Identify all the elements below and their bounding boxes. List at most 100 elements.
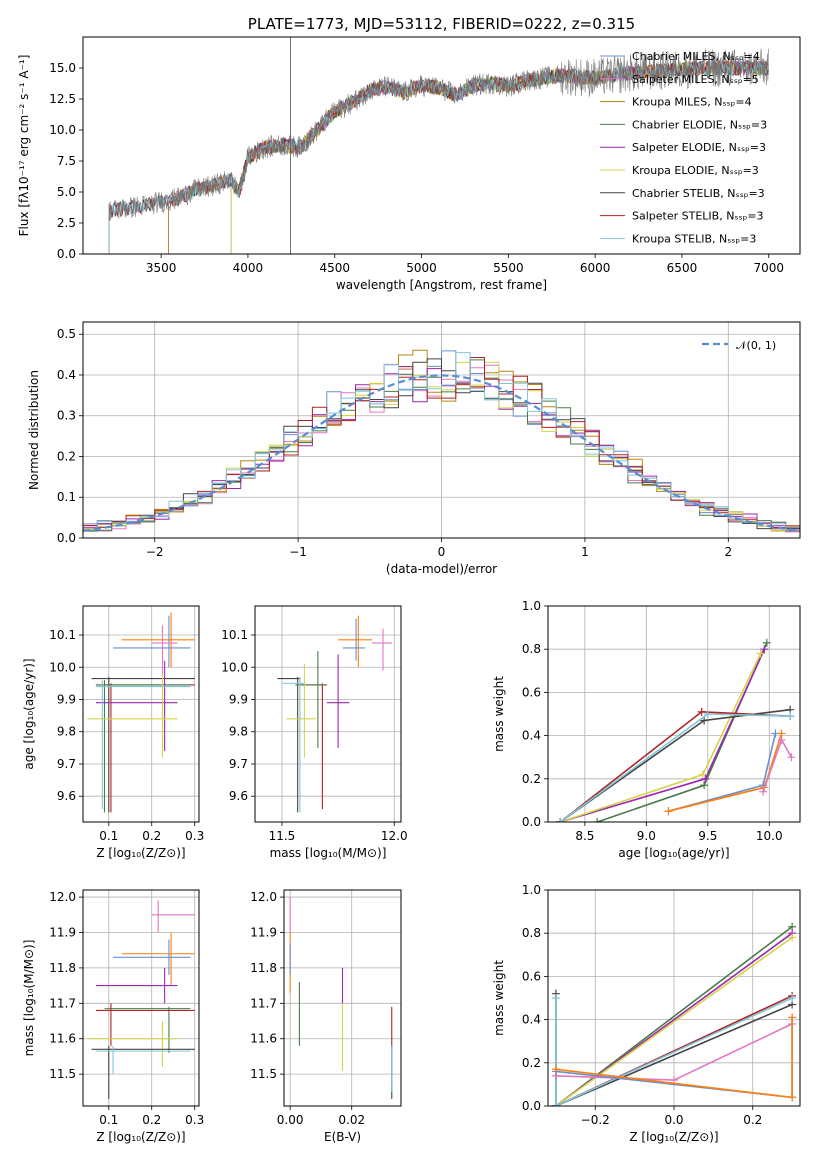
plot-area: [551, 922, 797, 1106]
panel-8: −0.2 0.0 0.2 0.0 0.2 0.4 0.6 0.8 1.0 Z [log₁₀(Z/Z…: [492, 883, 801, 1144]
y-tick-label: 0.4: [522, 1013, 541, 1027]
plus-marker: [701, 774, 710, 783]
y-tick-label: 10.0: [49, 123, 76, 137]
plus-marker: [700, 716, 709, 725]
x-tick-label: 0.02: [338, 1113, 365, 1127]
y-tick-label: 7.5: [57, 154, 76, 168]
x-tick-label: 0.3: [185, 829, 204, 843]
y-tick-label: 11.8: [250, 961, 277, 975]
plus-marker: [787, 753, 796, 762]
plot-area: [87, 900, 195, 1099]
y-axis-label: mass weight: [492, 676, 506, 752]
y-tick-label: 0.6: [522, 685, 541, 699]
y-tick-label: 1.0: [522, 599, 541, 613]
y-tick-label: 0.0: [57, 531, 76, 545]
legend-label: Salpeter ELODIE, Nₛₛₚ=3: [632, 141, 766, 154]
x-tick-label: −2: [146, 545, 164, 559]
x-tick-label: 11.5: [269, 829, 296, 843]
x-tick-label: 0.2: [743, 1113, 762, 1127]
panel-1: 3500 4000 4500 5000 5500 6000 6500 7000 0.0 2.5 5.…: [17, 15, 801, 292]
model-spectrum-line: [230, 59, 769, 254]
plus-marker: [762, 638, 771, 647]
axes-frame: [82, 36, 801, 255]
normal-curve: [83, 374, 800, 532]
chart-title: PLATE=1773, MJD=53112, FIBERID=0222, z=0…: [248, 15, 635, 33]
x-tick-label: 8.5: [575, 829, 594, 843]
y-tick-label: 0.0: [57, 247, 76, 261]
y-axis-label: mass [log₁₀(M/M⊙)]: [22, 940, 36, 1057]
y-tick-label: 11.6: [49, 1032, 76, 1046]
x-tick-label: 1: [581, 545, 589, 559]
y-tick-label: 10.0: [49, 660, 76, 674]
plus-marker: [760, 645, 769, 654]
plus-marker: [664, 807, 673, 816]
legend-label: 𝒩(0, 1): [736, 339, 776, 352]
plus-marker: [777, 735, 786, 744]
x-axis-label: mass [log₁₀(M/M⊙)]: [270, 846, 387, 860]
x-axis-label: wavelength [Angstrom, rest frame]: [336, 278, 547, 292]
x-axis-label: (data-model)/error: [386, 562, 497, 576]
y-tick-label: 10.1: [221, 628, 248, 642]
legend-label: Chabrier ELODIE, Nₛₛₚ=3: [632, 118, 767, 131]
x-axis-label: E(B-V): [324, 1130, 361, 1144]
x-tick-label: 2: [724, 545, 732, 559]
x-tick-label: −0.2: [581, 1113, 610, 1127]
x-tick-label: 0: [438, 545, 446, 559]
plot-area: [108, 37, 769, 254]
y-tick-label: 11.5: [49, 1067, 76, 1081]
plus-marker: [786, 712, 795, 721]
y-tick-label: 9.6: [57, 789, 76, 803]
panel-6: 0.1 0.2 0.3 11.5 11.6 11.7 11.8 11.9 12.0 Z [log₁…: [22, 889, 204, 1144]
y-tick-label: 11.9: [250, 925, 277, 939]
x-tick-label: 6500: [667, 261, 698, 275]
plus-marker: [788, 1093, 797, 1102]
panel-7: 0.00 0.02 11.5 11.6 11.7 11.8 11.9 12.0 E(B-V): [250, 889, 402, 1144]
x-tick-label: 4000: [233, 261, 264, 275]
plus-marker: [551, 994, 560, 1002]
plus-marker: [556, 818, 565, 822]
y-tick-label: 9.8: [57, 725, 76, 739]
legend-label: Salpeter STELIB, Nₛₛₚ=3: [632, 210, 764, 223]
y-tick-label: 0.0: [522, 1099, 541, 1113]
x-tick-label: 4500: [319, 261, 350, 275]
y-tick-label: 0.2: [522, 1056, 541, 1070]
y-tick-label: 0.8: [522, 926, 541, 940]
mass-weight-line: [559, 710, 791, 822]
observed-spectrum-line: [108, 48, 769, 222]
plus-marker: [698, 770, 707, 779]
y-tick-label: 9.6: [229, 789, 248, 803]
plus-marker: [759, 787, 768, 796]
y-tick-label: 0.4: [57, 368, 76, 382]
x-tick-label: 6000: [580, 261, 611, 275]
x-axis-label: Z [log₁₀(Z/Z⊙)]: [96, 1130, 185, 1144]
x-axis-label: Z [log₁₀(Z/Z⊙)]: [96, 846, 185, 860]
y-tick-label: 0.8: [522, 642, 541, 656]
x-tick-label: 9.5: [698, 829, 717, 843]
x-tick-label: 0.1: [99, 829, 118, 843]
y-tick-label: 10.0: [221, 660, 248, 674]
axes-frame: [82, 321, 801, 539]
plus-marker: [593, 818, 602, 822]
y-tick-label: 0.2: [57, 449, 76, 463]
y-tick-label: 0.5: [57, 327, 76, 341]
y-tick-label: 0.1: [57, 490, 76, 504]
x-tick-label: 3500: [146, 261, 177, 275]
mass-weight-line: [560, 653, 762, 822]
histogram-step: [83, 352, 800, 538]
axes-frame: [82, 605, 200, 823]
x-tick-label: 0.3: [185, 1113, 204, 1127]
x-tick-label: −1: [289, 545, 307, 559]
plus-marker: [703, 710, 712, 718]
plot-area: [277, 615, 393, 813]
y-axis-label: Normed distribution: [27, 370, 41, 490]
y-tick-label: 2.5: [57, 216, 76, 230]
y-axis-label: Flux [fλ10⁻¹⁷ erg cm⁻² s⁻¹ A⁻¹]: [17, 55, 31, 237]
legend-label: Chabrier MILES, Nₛₛₚ=4: [632, 50, 760, 63]
y-tick-label: 15.0: [49, 61, 76, 75]
x-tick-label: 5500: [493, 261, 524, 275]
y-tick-label: 11.7: [49, 996, 76, 1010]
plot-area: [83, 349, 800, 538]
plot-area: [87, 612, 195, 813]
x-tick-label: 0.1: [99, 1113, 118, 1127]
